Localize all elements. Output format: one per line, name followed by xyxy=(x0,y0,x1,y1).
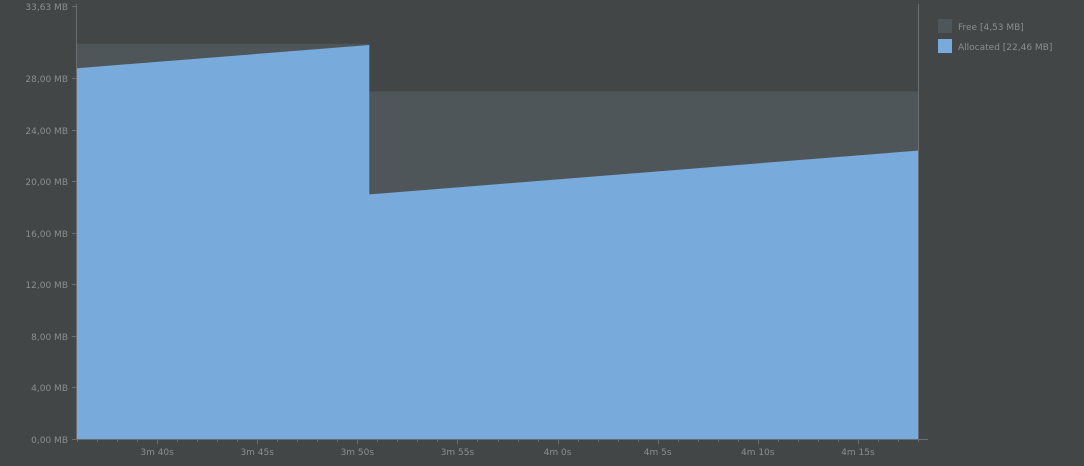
legend: Free [4,53 MB] Allocated [22,46 MB] xyxy=(938,19,1052,53)
legend-swatch xyxy=(938,39,952,53)
y-tick-label: 4,00 MB xyxy=(31,384,68,394)
x-tick-label: 3m 50s xyxy=(341,448,375,458)
x-tick-label: 3m 55s xyxy=(441,448,475,458)
y-axis: 0,00 MB 4,00 MB 8,00 MB 12,00 MB 16,00 MB 20,… xyxy=(25,3,919,446)
y-tick-label: 12,00 MB xyxy=(25,281,68,291)
y-tick-label: 16,00 MB xyxy=(25,230,68,240)
y-tick-label: 24,00 MB xyxy=(25,127,68,137)
x-tick-label: 4m 0s xyxy=(544,448,572,458)
x-tick-label: 4m 15s xyxy=(841,448,875,458)
legend-label: Free [4,53 MB] xyxy=(958,23,1024,33)
y-tick-label: 28,00 MB xyxy=(25,75,68,85)
y-tick-label: 0,00 MB xyxy=(31,436,68,446)
x-tick-label: 4m 5s xyxy=(644,448,672,458)
x-axis: 3m 40s 3m 45s 3m 50s 3m 55s 4m 0s 4m 5s 4m 10s… xyxy=(77,439,928,458)
x-tick-label: 3m 40s xyxy=(140,448,174,458)
legend-label: Allocated [22,46 MB] xyxy=(958,43,1052,53)
x-tick-label: 3m 45s xyxy=(240,448,274,458)
plot-area xyxy=(77,43,918,439)
allocated-memory-area xyxy=(77,45,918,439)
y-tick-label: 8,00 MB xyxy=(31,333,68,343)
y-tick-label: 20,00 MB xyxy=(25,178,68,188)
y-tick-label: 33,63 MB xyxy=(25,3,68,13)
legend-swatch xyxy=(938,19,952,33)
x-tick-label: 4m 10s xyxy=(741,448,775,458)
